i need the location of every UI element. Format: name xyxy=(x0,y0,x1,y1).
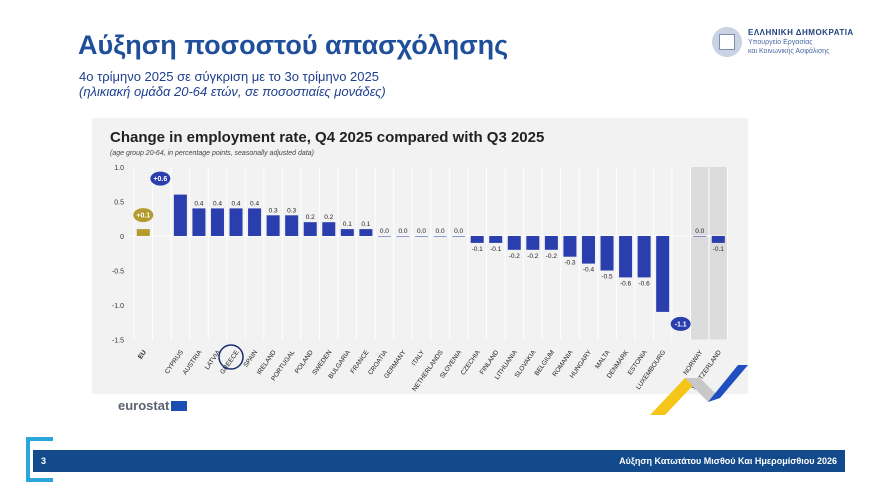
y-tick-label: 0 xyxy=(120,234,124,241)
data-label: -0.1 xyxy=(713,246,725,253)
footer-bar: 3 Αύξηση Κατωτάτου Μισθού Και Ημερομίσθι… xyxy=(33,450,845,472)
bar-lithuania xyxy=(507,236,521,250)
logo-line1: ΕΛΛΗΝΙΚΗ ΔΗΜΟΚΡΑΤΙΑ xyxy=(748,28,854,37)
bar-denmark xyxy=(619,236,633,278)
bar-latvia xyxy=(210,208,224,236)
bar-poland xyxy=(303,222,317,236)
eurostat-text: eurostat xyxy=(118,398,170,413)
x-tick-label: AUSTRIA xyxy=(182,349,204,377)
data-label: 0.0 xyxy=(417,228,426,235)
data-label: 0.3 xyxy=(269,207,278,214)
bar-czechia xyxy=(470,236,484,243)
bar-germany xyxy=(396,236,410,237)
data-label: -0.2 xyxy=(546,253,558,260)
y-tick-label: -1.0 xyxy=(112,303,124,310)
x-tick-label: MALTA xyxy=(594,349,612,371)
data-label: -1.1 xyxy=(675,321,687,328)
eurostat-logo: eurostat xyxy=(118,398,188,413)
slide-subtitle: 4ο τρίμηνο 2025 σε σύγκριση με το 3ο τρί… xyxy=(79,69,379,84)
data-label: -0.6 xyxy=(620,280,632,287)
data-label: +0.6 xyxy=(153,176,167,183)
data-label: 0.4 xyxy=(250,200,259,207)
bar-slovakia xyxy=(526,236,540,250)
decorative-ribbon xyxy=(650,365,748,415)
slide-subtitle-note: (ηλικιακή ομάδα 20-64 ετών, σε ποσοστιαί… xyxy=(79,84,386,99)
coat-of-arms-icon xyxy=(712,27,742,57)
bar-slovenia xyxy=(452,236,466,237)
x-tick-label: EU xyxy=(137,349,148,361)
bar-luxembourg xyxy=(656,236,670,312)
bar-bulgaria xyxy=(340,229,354,236)
callout-bubble xyxy=(150,171,171,186)
data-label: 0.0 xyxy=(695,228,704,235)
data-label: -0.5 xyxy=(601,274,613,281)
bar-spain xyxy=(248,208,262,236)
bar-malta xyxy=(600,236,614,271)
y-tick-label: -0.5 xyxy=(112,269,124,276)
data-label: 0.2 xyxy=(306,214,315,221)
x-tick-label: GREECE xyxy=(219,349,241,376)
bar-france xyxy=(359,229,373,236)
callout-bubble xyxy=(133,208,154,223)
bar-ireland xyxy=(266,215,280,236)
bar-sweden xyxy=(322,222,336,236)
data-label: 0.0 xyxy=(436,228,445,235)
bar-italy xyxy=(415,236,429,237)
data-label: -0.1 xyxy=(472,246,484,253)
bar-norway xyxy=(693,236,707,237)
data-label: -0.3 xyxy=(564,260,576,267)
ministry-logo: ΕΛΛΗΝΙΚΗ ΔΗΜΟΚΡΑΤΙΑ Υπουργείο Εργασίας και… xyxy=(712,27,854,57)
data-label: -0.2 xyxy=(509,253,521,260)
data-label: 0.2 xyxy=(324,214,333,221)
bar-croatia xyxy=(377,236,391,237)
logo-line3: και Κοινωνικής Ασφάλισης xyxy=(748,48,830,55)
bar-estonia xyxy=(637,236,651,278)
bracket-decoration xyxy=(26,437,53,482)
callout-bubble xyxy=(670,316,691,331)
data-label: -0.1 xyxy=(490,246,502,253)
slide-title: Αύξηση ποσοστού απασχόλησης xyxy=(78,30,509,60)
eu-flag-icon xyxy=(171,400,188,411)
highlight-circle xyxy=(218,344,244,370)
data-label: -0.4 xyxy=(583,267,595,274)
data-label: -0.6 xyxy=(639,280,651,287)
data-label: 0.0 xyxy=(380,228,389,235)
page-number: 3 xyxy=(41,456,47,466)
bar-greece xyxy=(229,208,243,236)
bar-portugal xyxy=(285,215,299,236)
data-label: 0.0 xyxy=(454,228,463,235)
footer-text: Αύξηση Κατωτάτου Μισθού Και Ημερομίσθιου… xyxy=(619,456,837,466)
logo-line2: Υπουργείο Εργασίας xyxy=(748,39,813,46)
x-tick-label: ITALY xyxy=(411,349,427,368)
data-label: -0.2 xyxy=(527,253,539,260)
data-label: 0.4 xyxy=(232,200,241,207)
data-label: 0.3 xyxy=(287,207,296,214)
data-label: 0.1 xyxy=(343,221,352,228)
x-tick-label: SPAIN xyxy=(243,349,260,369)
bar-romania xyxy=(563,236,577,257)
data-label: 0.1 xyxy=(361,221,370,228)
bar-cyprus xyxy=(173,194,187,236)
data-label: 0.4 xyxy=(213,200,222,207)
bar-eu xyxy=(136,229,150,236)
bar-austria xyxy=(192,208,206,236)
y-tick-label: 0.5 xyxy=(114,200,124,207)
chart-title: Change in employment rate, Q4 2025 compa… xyxy=(110,129,544,146)
bar-hungary xyxy=(581,236,595,264)
data-label: 0.0 xyxy=(398,228,407,235)
bar-netherlands xyxy=(433,236,447,237)
y-tick-label: 1.0 xyxy=(114,165,124,172)
bar-switzerland xyxy=(711,236,725,243)
y-tick-label: -1.5 xyxy=(112,338,124,345)
bar-finland xyxy=(489,236,503,243)
data-label: 0.4 xyxy=(194,200,203,207)
chart-subtitle: (age group 20-64, in percentage points, … xyxy=(110,150,314,157)
bar-belgium xyxy=(544,236,558,250)
data-label: +0.1 xyxy=(136,213,150,220)
